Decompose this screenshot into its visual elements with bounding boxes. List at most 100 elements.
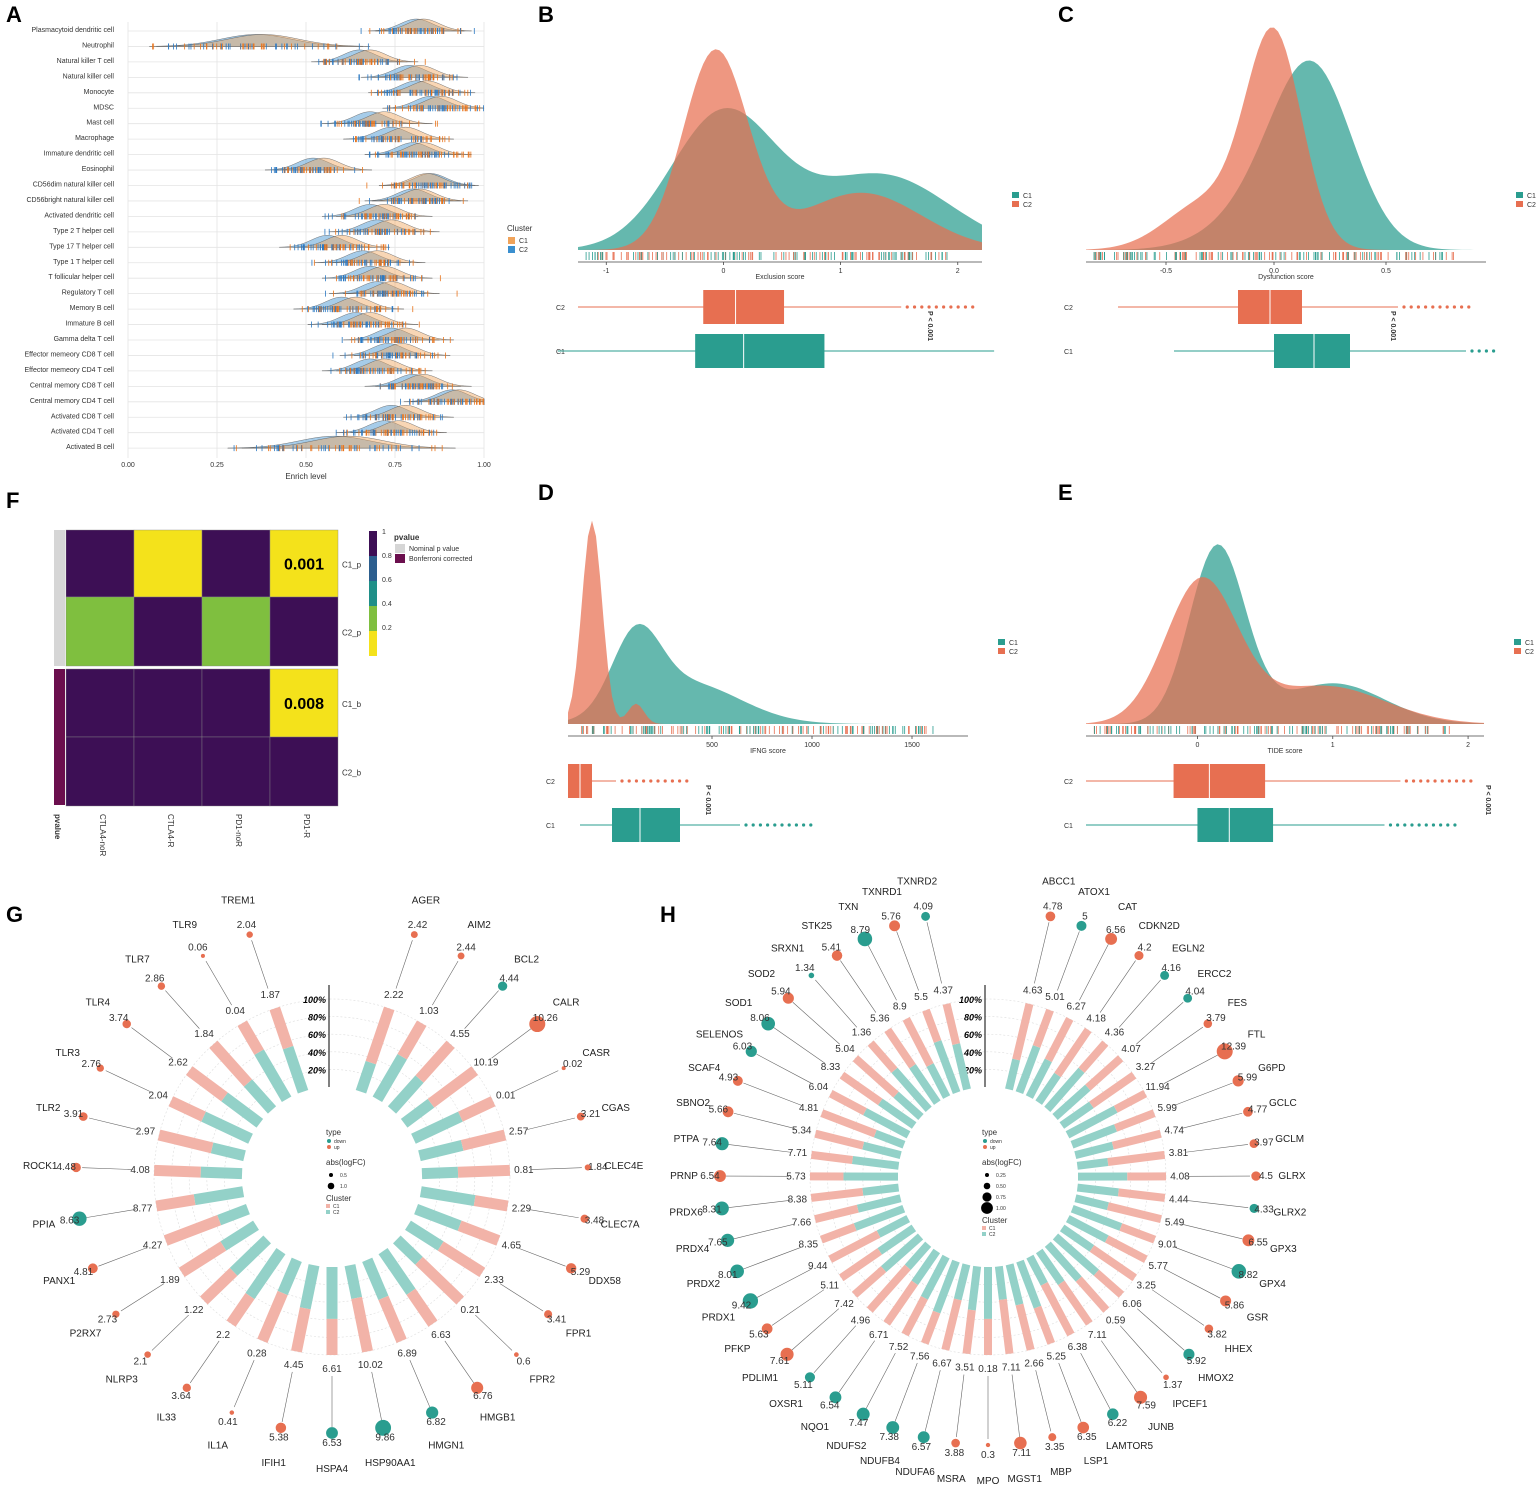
column-label: CTLA4-noR xyxy=(98,814,107,856)
row-label: C1_b xyxy=(342,700,362,709)
leader-line xyxy=(866,1353,895,1409)
gene-label: STK25 xyxy=(801,921,832,932)
percent-tick: 40% xyxy=(307,1048,326,1058)
outer-value: 2.44 xyxy=(456,942,476,953)
inner-value: 11.94 xyxy=(1145,1082,1170,1093)
heatmap-cell xyxy=(270,597,338,666)
cluster-bar-c1 xyxy=(1034,1306,1055,1345)
panel-label-g: G xyxy=(6,902,23,927)
outer-value: 6.82 xyxy=(426,1417,446,1428)
leader-line xyxy=(396,940,412,988)
leader-line xyxy=(839,1341,875,1393)
outer-value: 9.42 xyxy=(732,1301,752,1312)
inner-value: 2.22 xyxy=(384,990,404,1001)
cluster-bar-c1 xyxy=(867,1265,911,1313)
outer-value: 4.09 xyxy=(914,902,934,913)
legend-type-title: type xyxy=(326,1128,342,1137)
outer-value: 2.73 xyxy=(98,1315,118,1326)
percent-tick: 40% xyxy=(963,1048,982,1058)
leader-line xyxy=(512,1071,558,1093)
cluster-bar-c1 xyxy=(270,1007,294,1050)
gene-label: JUNB xyxy=(1148,1422,1174,1433)
cell-type-label: Plasmacytoid dendritic cell xyxy=(32,27,115,34)
gene-label: IPCEF1 xyxy=(1172,1399,1207,1410)
outlier-point xyxy=(1478,349,1481,352)
legend-type-dot xyxy=(983,1139,987,1143)
logfc-dot xyxy=(458,952,465,959)
outer-value: 6.03 xyxy=(733,1042,753,1053)
leader-line xyxy=(1186,1200,1249,1207)
cluster-bar-c1 xyxy=(943,1003,960,1045)
outlier-point xyxy=(1424,305,1427,308)
outlier-point xyxy=(1403,823,1406,826)
outlier-point xyxy=(1460,305,1463,308)
outer-value: 8.06 xyxy=(750,1013,770,1024)
density-c2 xyxy=(1086,577,1484,724)
inner-value: 4.55 xyxy=(450,1029,470,1040)
outlier-point xyxy=(949,305,952,308)
leader-line xyxy=(1136,1002,1183,1044)
outer-value: 4.78 xyxy=(1043,902,1063,913)
outlier-point xyxy=(773,823,776,826)
cluster-bar-c1 xyxy=(458,1165,510,1178)
leader-line xyxy=(82,1168,133,1170)
panel-label-h: H xyxy=(660,902,676,927)
cluster-bar-c2 xyxy=(984,1267,992,1319)
heatmap-cell xyxy=(66,530,134,597)
gene-label: TXN xyxy=(838,902,858,913)
heatmap-cell xyxy=(134,737,202,806)
gene-label: HMGB1 xyxy=(480,1412,516,1423)
cell-type-label: Natural killer cell xyxy=(63,73,115,80)
colorbar-segment xyxy=(369,581,377,606)
cluster-bar-c2 xyxy=(278,1258,302,1296)
logfc-dot xyxy=(951,1439,960,1448)
outer-value: 0.6 xyxy=(517,1357,531,1368)
row-label: C2_b xyxy=(342,769,362,778)
outlier-point xyxy=(620,779,623,782)
percent-tick: 80% xyxy=(308,1013,326,1023)
gene-label: IL33 xyxy=(157,1412,177,1423)
inner-value: 5.04 xyxy=(835,1044,855,1055)
cluster-bar-c1 xyxy=(257,1291,287,1343)
leader-line xyxy=(190,1341,219,1383)
outlier-point xyxy=(1492,349,1495,352)
gene-label: FES xyxy=(1228,998,1248,1009)
outlier-point xyxy=(1418,823,1421,826)
logfc-dot xyxy=(1046,912,1056,922)
outer-value: 5.94 xyxy=(771,987,791,998)
inner-value: 0.04 xyxy=(225,1006,245,1017)
legend-cluster-title: Cluster xyxy=(982,1216,1008,1225)
density-c2 xyxy=(1086,28,1486,250)
outer-value: 0.02 xyxy=(563,1059,583,1070)
logfc-dot xyxy=(1048,1433,1056,1441)
legend-size-label: 1.0 xyxy=(340,1184,347,1190)
outer-value: 8.79 xyxy=(851,925,871,936)
inner-value: 4.08 xyxy=(130,1165,150,1176)
legend-label: C1 xyxy=(1023,193,1032,200)
x-tick-label: -0.5 xyxy=(1160,268,1172,275)
outer-value: 4.04 xyxy=(1185,987,1205,998)
cluster-bar-c1 xyxy=(461,1130,506,1151)
gene-label: PDLIM1 xyxy=(742,1373,779,1384)
outer-value: 2.1 xyxy=(133,1357,147,1368)
boxplot-c1-box xyxy=(695,334,824,368)
legend-type-dot xyxy=(983,1145,987,1149)
heatmap-cell-label: 0.001 xyxy=(284,557,324,574)
leader-line xyxy=(525,1118,575,1130)
leader-line xyxy=(475,1315,512,1350)
inner-value: 10.02 xyxy=(358,1360,383,1371)
outlier-point xyxy=(664,779,667,782)
cell-type-label: Eosinophil xyxy=(82,166,115,173)
x-tick-label: 0 xyxy=(1195,742,1199,749)
outlier-point xyxy=(1433,779,1436,782)
gene-label: NDUFB4 xyxy=(860,1456,900,1467)
inner-value: 0.18 xyxy=(978,1364,998,1375)
cluster-bar-c1 xyxy=(164,1215,221,1246)
boxplot-group-label: C1 xyxy=(1064,823,1073,830)
inner-value: 1.87 xyxy=(261,990,281,1001)
leader-line xyxy=(792,1309,839,1351)
annotation-bonferroni xyxy=(54,669,65,805)
outer-value: 4.5 xyxy=(1259,1171,1273,1182)
